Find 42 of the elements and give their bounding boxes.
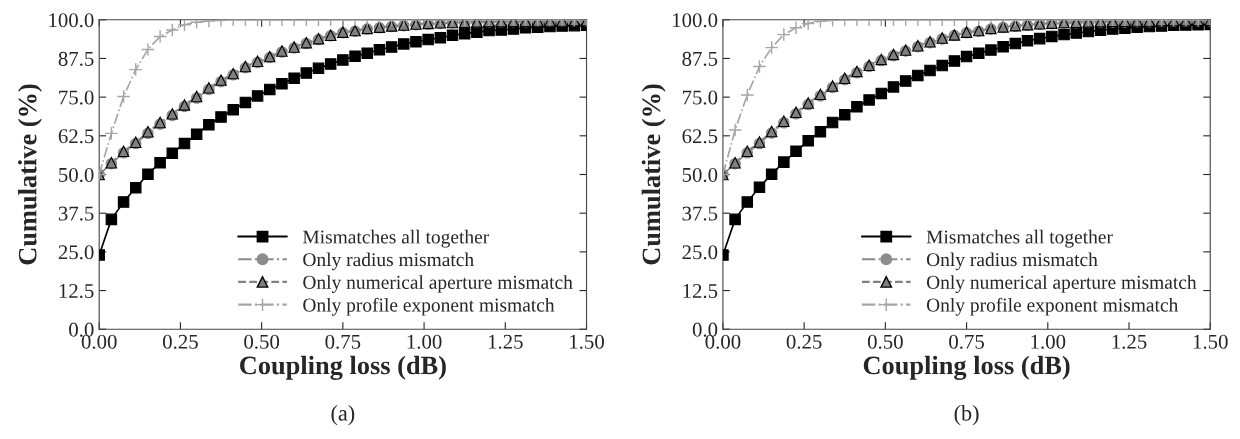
legend-label: Mismatches all together: [926, 229, 1113, 248]
x-tick-label: 1.00: [407, 334, 442, 349]
y-tick-label: 12.5: [683, 284, 718, 299]
legend-label: Only radius mismatch: [303, 252, 474, 271]
y-tick-label: 87.5: [58, 51, 94, 66]
y-axis-title: Cumulative (%): [17, 84, 42, 265]
x-axis-title: Coupling loss (dB): [240, 355, 446, 380]
y-tick-label: 100.0: [673, 13, 718, 28]
y-tick-label: 50.0: [682, 167, 718, 183]
legend-label: Only numerical aperture mismatch: [303, 275, 573, 293]
y-tick-label: 25.0: [58, 245, 94, 260]
y-tick-label: 62.5: [58, 129, 94, 144]
text: (a): [331, 405, 355, 426]
legend-label: Only profile exponent mismatch: [303, 297, 555, 316]
x-tick-label: 1.50: [1193, 334, 1228, 349]
legend-label: Only numerical aperture mismatch: [926, 275, 1197, 293]
x-tick-label: 1.50: [570, 334, 604, 349]
y-tick-label: 62.5: [682, 129, 718, 144]
legend-label: Only profile exponent mismatch: [926, 297, 1179, 316]
y-tick-label: 75.0: [59, 90, 94, 105]
x-tick-label: 1.25: [1112, 334, 1147, 349]
legend-label: Mismatches all together: [302, 229, 490, 248]
x-tick-label: 0.50: [244, 334, 280, 349]
y-axis-title: Cumulative (%): [641, 84, 666, 265]
y-tick-label: 50.0: [59, 167, 94, 183]
y-tick-label: 25.0: [682, 245, 718, 260]
x-axis-title: Coupling loss (dB): [863, 355, 1070, 380]
x-tick-label: 0.75: [325, 334, 361, 349]
y-tick-label: 75.0: [682, 90, 718, 105]
x-tick-label: 0.25: [786, 334, 822, 349]
x-tick-label: 0.25: [162, 334, 198, 349]
text: (b): [954, 405, 979, 426]
legend-label: Only radius mismatch: [926, 252, 1098, 271]
y-tick-label: 87.5: [682, 51, 718, 66]
y-tick-label: 37.5: [682, 206, 718, 221]
y-tick-label: 12.5: [59, 284, 94, 299]
x-tick-label: 0.75: [949, 334, 984, 349]
y-tick-label: 100.0: [49, 13, 94, 28]
x-tick-label: 0.50: [867, 334, 903, 349]
x-tick-label: 1.25: [488, 334, 523, 349]
y-tick-label: 37.5: [58, 206, 94, 221]
x-tick-label: 1.00: [1031, 334, 1066, 349]
